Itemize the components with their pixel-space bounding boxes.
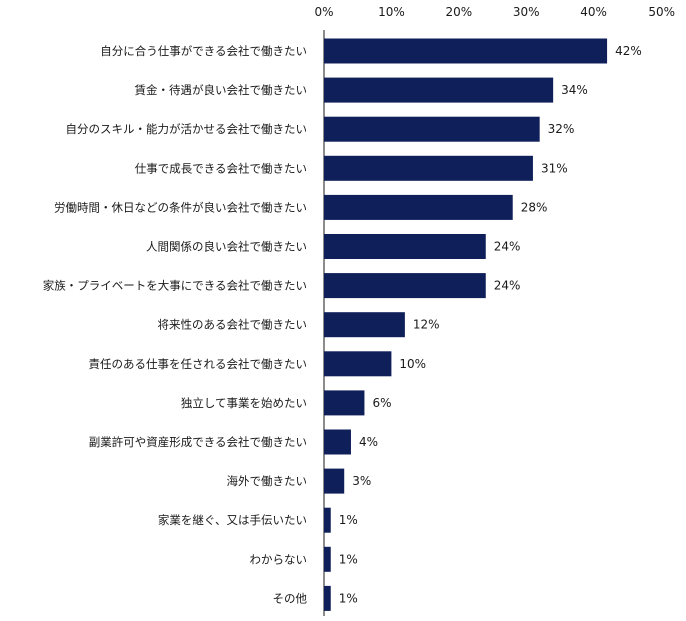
data-label: 3% — [352, 474, 371, 488]
category-label: 海外で働きたい — [227, 474, 308, 488]
bar — [324, 155, 533, 181]
bar — [324, 468, 345, 494]
data-label: 32% — [548, 122, 575, 136]
data-label: 1% — [339, 552, 358, 566]
category-label: 人間関係の良い会社で働きたい — [146, 240, 307, 254]
category-label: 家業を継ぐ、又は手伝いたい — [158, 513, 307, 527]
category-label: 賃金・待遇が良い会社で働きたい — [135, 83, 308, 97]
bars — [324, 38, 608, 611]
bar — [324, 429, 351, 455]
data-label: 6% — [372, 396, 391, 410]
data-labels: 42% 34% 32% 31% 28% 24% 24% 12% 10% 6% 4% 3% 1% 1% 1% — [339, 44, 642, 605]
data-label: 1% — [339, 513, 358, 527]
bar — [324, 546, 331, 572]
data-label: 24% — [494, 240, 521, 254]
bar — [324, 585, 331, 611]
x-tick-label: 40% — [580, 5, 607, 19]
bar — [324, 507, 331, 533]
category-labels: 自分に合う仕事ができる会社で働きたい賃金・待遇が良い会社で働きたい自分のスキル・… — [43, 44, 308, 605]
data-label: 28% — [521, 200, 548, 214]
data-label: 34% — [561, 83, 588, 97]
category-label: 責任のある仕事を任される会社で働きたい — [89, 357, 308, 371]
bar — [324, 234, 486, 259]
category-label: その他 — [273, 591, 308, 605]
data-label: 31% — [541, 161, 568, 175]
category-label: 労働時間・休日などの条件が良い会社で働きたい — [54, 200, 307, 214]
bar — [324, 116, 540, 142]
data-label: 42% — [615, 44, 642, 58]
category-label: 自分のスキル・能力が活かせる会社で働きたい — [66, 122, 308, 136]
x-tick-label: 30% — [513, 5, 540, 19]
bar — [324, 77, 554, 103]
bar — [324, 194, 513, 220]
data-label: 10% — [399, 357, 426, 371]
bar — [324, 390, 365, 416]
x-tick-label: 0% — [314, 5, 333, 19]
data-label: 1% — [339, 591, 358, 605]
x-axis-ticks: 0% 10% 20% 30% 40% 50% — [314, 5, 675, 19]
category-label: 副業許可や資産形成できる会社で働きたい — [89, 435, 307, 449]
x-tick-label: 20% — [445, 5, 472, 19]
category-label: わからない — [250, 552, 308, 566]
bar — [324, 273, 486, 299]
category-label: 将来性のある会社で働きたい — [158, 318, 308, 332]
bar — [324, 312, 405, 338]
bar — [324, 38, 608, 64]
category-label: 自分に合う仕事ができる会社で働きたい — [100, 44, 307, 58]
data-label: 24% — [494, 279, 521, 293]
bar — [324, 351, 392, 377]
x-tick-label: 50% — [648, 5, 675, 19]
category-label: 家族・プライベートを大事にできる会社で働きたい — [43, 279, 307, 293]
data-label: 4% — [359, 435, 378, 449]
data-label: 12% — [413, 318, 440, 332]
category-label: 仕事で成長できる会社で働きたい — [135, 161, 307, 175]
category-label: 独立して事業を始めたい — [181, 396, 307, 410]
x-tick-label: 10% — [378, 5, 405, 19]
